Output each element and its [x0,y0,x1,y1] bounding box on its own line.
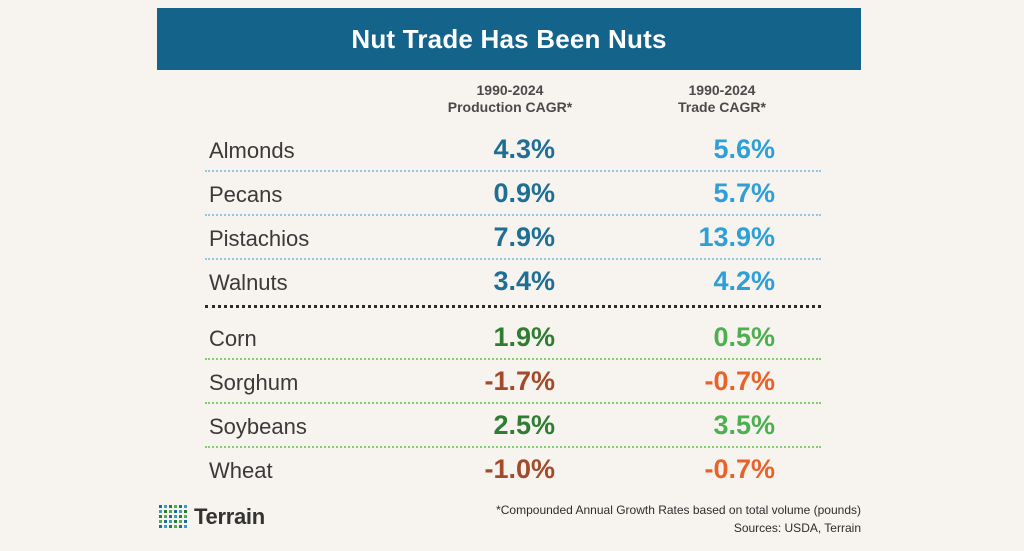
sources-note: Sources: USDA, Terrain [733,521,861,535]
table-row: Soybeans 2.5% 3.5% [205,406,821,450]
logo-dot [169,510,172,513]
trade-header-label: Trade CAGR* [678,99,766,115]
trade-cagr-value: 4.2% [713,266,775,296]
logo-dot [174,525,177,528]
table-row: Pistachios 7.9% 13.9% [205,218,821,262]
row-label: Wheat [209,458,273,483]
logo-dot [169,505,172,508]
table-row: Wheat -1.0% -0.7% [205,450,821,494]
row-divider [205,305,821,308]
row-divider [205,446,821,448]
row-divider [205,402,821,404]
production-header-years: 1990-2024 [476,82,544,98]
trade-cagr-value: 13.9% [698,222,775,252]
trade-cagr-value: -0.7% [704,454,775,484]
logo-dot [164,505,167,508]
production-cagr-value: 3.4% [493,266,555,296]
terrain-logo-icon [159,505,187,528]
trade-cagr-value: -0.7% [704,366,775,396]
title-banner: Nut Trade Has Been Nuts [157,8,861,70]
production-cagr-value: 2.5% [493,410,555,440]
trade-header-years: 1990-2024 [688,82,756,98]
row-divider [205,170,821,172]
production-header-label: Production CAGR* [447,99,573,115]
row-divider [205,214,821,216]
table-row: Corn 1.9% 0.5% [205,318,821,362]
logo-dot [184,510,187,513]
production-cagr-value: -1.0% [484,454,555,484]
logo-dot [179,515,182,518]
terrain-logo: Terrain [158,504,265,530]
row-label: Pecans [209,182,283,207]
logo-dot [184,520,187,523]
table-row: Pecans 0.9% 5.7% [205,174,821,218]
logo-dot [174,515,177,518]
row-divider [205,258,821,260]
logo-dot [179,510,182,513]
logo-dot [159,505,162,508]
trade-cagr-value: 3.5% [713,410,775,440]
table-row: Almonds 4.3% 5.6% [205,130,821,174]
logo-dot [184,505,187,508]
chart-title: Nut Trade Has Been Nuts [351,23,667,54]
logo-dot [179,520,182,523]
logo-dot [164,515,167,518]
logo-dot [174,505,177,508]
logo-dot [164,525,167,528]
row-label: Corn [209,326,257,351]
logo-dot [174,510,177,513]
logo-dot [164,520,167,523]
row-divider [205,358,821,360]
logo-dot [169,515,172,518]
row-label: Sorghum [209,370,299,395]
row-label: Walnuts [209,270,288,295]
production-cagr-value: 1.9% [493,322,555,352]
logo-dot [159,520,162,523]
logo-dot [169,520,172,523]
trade-column-header: 1990-2024 Trade CAGR* [622,82,822,116]
logo-dot [159,510,162,513]
logo-dot [164,510,167,513]
production-column-header: 1990-2024 Production CAGR* [410,82,610,116]
logo-dot [159,515,162,518]
footnote: *Compounded Annual Growth Rates based on… [496,503,861,517]
logo-dot [179,525,182,528]
logo-dot [169,525,172,528]
table-row: Walnuts 3.4% 4.2% [205,262,821,306]
row-label: Pistachios [209,226,310,251]
production-cagr-value: 7.9% [493,222,555,252]
logo-dot [184,515,187,518]
logo-dot [159,525,162,528]
trade-cagr-value: 5.6% [713,134,775,164]
logo-dot [174,520,177,523]
row-label: Almonds [209,138,295,163]
trade-cagr-value: 5.7% [713,178,775,208]
logo-dot [179,505,182,508]
production-cagr-value: -1.7% [484,366,555,396]
trade-cagr-value: 0.5% [713,322,775,352]
production-cagr-value: 0.9% [493,178,555,208]
row-label: Soybeans [209,414,307,439]
production-cagr-value: 4.3% [493,134,555,164]
logo-dot [184,525,187,528]
logo-wordmark: Terrain [194,504,265,529]
table-row: Sorghum -1.7% -0.7% [205,362,821,406]
